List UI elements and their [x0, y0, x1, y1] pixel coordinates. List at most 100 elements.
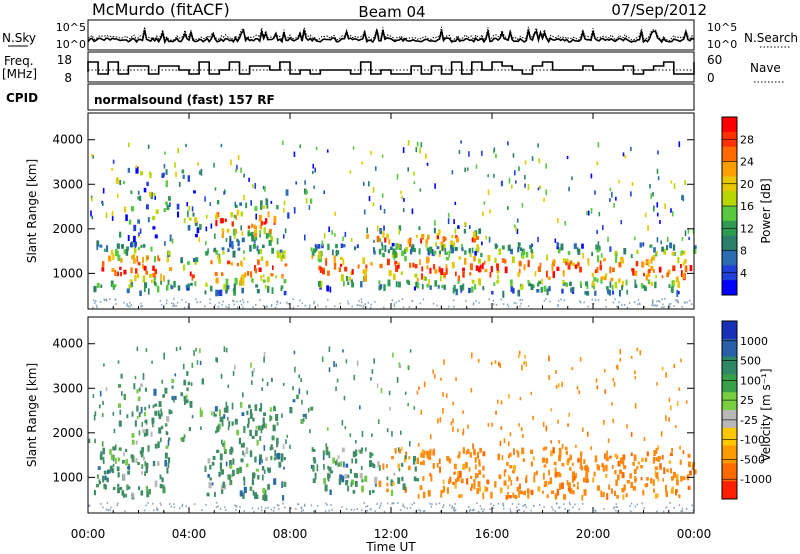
range-time-cell [124, 510, 126, 513]
range-time-cell [419, 188, 422, 192]
range-time-cell [366, 227, 368, 234]
range-time-cell [425, 450, 429, 456]
range-time-cell [661, 366, 664, 371]
range-time-cell [225, 347, 228, 353]
range-time-cell [585, 478, 589, 483]
range-time-cell [441, 244, 444, 252]
range-time-cell [681, 236, 684, 241]
range-time-cell [623, 248, 627, 255]
range-time-cell [473, 478, 476, 484]
range-time-cell [600, 276, 604, 280]
range-time-cell [666, 245, 669, 251]
range-time-cell [158, 413, 162, 420]
range-time-cell [434, 269, 438, 274]
range-time-cell [163, 354, 165, 360]
range-time-cell [611, 284, 614, 291]
range-time-cell [214, 272, 218, 276]
range-time-cell [517, 242, 521, 247]
range-time-cell [605, 464, 608, 469]
range-time-cell [593, 471, 596, 477]
range-time-cell [510, 286, 514, 293]
range-time-cell [476, 236, 479, 241]
range-time-cell [669, 468, 673, 474]
range-time-cell [668, 417, 670, 422]
range-time-cell [328, 226, 330, 233]
range-time-cell [388, 239, 391, 245]
range-time-cell [482, 492, 485, 500]
range-time-cell [217, 505, 219, 508]
range-time-cell [101, 441, 104, 447]
range-time-cell [341, 420, 344, 426]
range-time-cell [143, 411, 147, 417]
range-time-cell [108, 255, 112, 262]
range-time-cell [143, 187, 147, 193]
range-time-cell [345, 508, 348, 511]
range-time-cell [508, 495, 512, 499]
range-time-cell [550, 408, 553, 412]
range-time-cell [677, 299, 679, 302]
range-time-cell [145, 428, 149, 436]
range-time-cell [590, 173, 593, 179]
range-time-cell [394, 260, 398, 265]
range-time-cell [599, 260, 602, 265]
range-time-cell [220, 143, 223, 148]
range-time-cell [395, 301, 397, 304]
range-time-cell [493, 147, 496, 152]
range-time-cell [474, 250, 477, 256]
range-time-cell [129, 301, 131, 304]
range-time-cell [498, 248, 501, 255]
range-time-cell [440, 490, 444, 494]
range-time-cell [457, 475, 460, 481]
range-time-cell [128, 486, 131, 490]
range-time-cell [364, 303, 367, 305]
range-time-cell [691, 504, 693, 507]
range-time-cell [97, 474, 99, 479]
range-time-cell [181, 503, 184, 506]
range-time-cell [566, 282, 568, 287]
range-time-cell [219, 472, 221, 476]
range-time-cell [342, 236, 344, 242]
range-time-cell [618, 180, 620, 184]
range-time-cell [331, 508, 333, 511]
range-time-cell [139, 228, 142, 234]
range-time-cell [200, 168, 203, 176]
range-time-cell [338, 478, 342, 485]
range-time-cell [616, 305, 618, 308]
range-time-cell [326, 503, 328, 506]
range-time-cell [676, 480, 679, 486]
range-time-cell [569, 503, 571, 506]
range-time-cell [183, 395, 187, 402]
noise-sky-line [87, 28, 695, 45]
range-time-cell [205, 282, 208, 287]
range-time-cell [491, 290, 494, 295]
range-time-cell [136, 389, 139, 394]
range-time-cell [333, 255, 336, 263]
range-time-cell [396, 243, 400, 249]
range-time-cell [542, 472, 545, 480]
range-time-cell [510, 510, 512, 513]
range-time-cell [496, 266, 499, 271]
range-time-cell [238, 437, 242, 445]
range-time-cell [421, 283, 424, 290]
range-time-cell [134, 420, 137, 427]
range-time-cell [374, 476, 378, 484]
range-time-cell [647, 225, 649, 231]
range-time-cell [600, 253, 603, 258]
range-time-cell [407, 365, 410, 371]
range-time-cell [578, 508, 580, 511]
range-time-cell [491, 422, 493, 427]
range-time-cell [440, 268, 444, 276]
range-time-cell [472, 443, 474, 450]
range-time-cell [418, 386, 420, 390]
range-time-cell [471, 237, 474, 243]
range-time-cell [518, 423, 520, 427]
range-time-cell [285, 301, 288, 304]
range-time-cell [174, 162, 176, 168]
range-time-cell [363, 502, 365, 505]
range-time-cell [171, 238, 174, 244]
range-time-cell [618, 290, 621, 297]
range-time-cell [687, 461, 691, 468]
range-time-cell [93, 285, 97, 293]
range-time-cell [236, 468, 240, 475]
range-time-cell [615, 256, 617, 263]
